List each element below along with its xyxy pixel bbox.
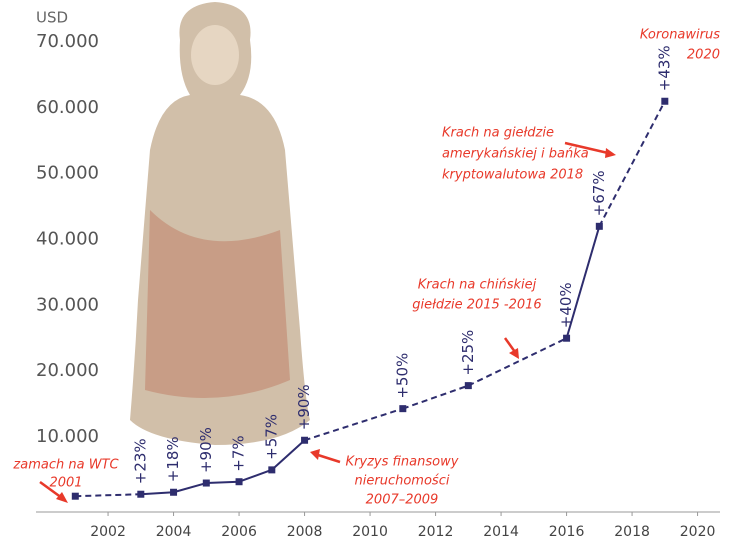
data-point [301, 437, 308, 444]
data-point [563, 335, 570, 342]
line-segment [599, 101, 665, 226]
data-point [137, 491, 144, 498]
annotation: kryptowalutowa 2018 [442, 168, 583, 183]
line-segment [206, 482, 239, 483]
growth-label: +18% [164, 436, 182, 482]
y-tick-label: 20.000 [36, 360, 99, 381]
data-point [268, 466, 275, 473]
y-tick-label: 30.000 [36, 294, 99, 315]
y-tick-label: 10.000 [36, 426, 99, 447]
annotation: Krach na giełdzie [442, 126, 554, 141]
x-tick-label: 2014 [483, 524, 519, 540]
annotation: zamach na WTC [12, 458, 119, 473]
data-point [170, 489, 177, 496]
line-segment [174, 483, 207, 492]
growth-label: +40% [557, 282, 575, 328]
growth-label: +57% [262, 414, 280, 460]
x-tick-label: 2006 [221, 524, 257, 540]
annotation: Koronawirus [640, 28, 720, 43]
growth-label: +50% [393, 353, 411, 399]
annotation: 2001 [49, 476, 82, 491]
x-tick-label: 2020 [680, 524, 716, 540]
y-tick-label: 50.000 [36, 163, 99, 184]
growth-label: +90% [197, 427, 215, 473]
annotation: nieruchomości [355, 474, 450, 489]
data-point [661, 98, 668, 105]
x-tick-label: 2008 [287, 524, 323, 540]
figurine-illustration [130, 2, 310, 445]
x-tick-label: 2010 [352, 524, 388, 540]
annotation: giełdzie 2015 -2016 [412, 298, 541, 313]
x-tick-label: 2004 [156, 524, 192, 540]
data-point [72, 493, 79, 500]
growth-label: +25% [459, 330, 477, 376]
y-tick-label: 40.000 [36, 228, 99, 249]
x-tick-label: 2012 [418, 524, 454, 540]
data-point [236, 478, 243, 485]
line-segment [75, 494, 141, 496]
y-unit-label: USD [36, 9, 68, 27]
y-tick-label: 60.000 [36, 97, 99, 118]
x-tick-label: 2018 [614, 524, 650, 540]
x-tick-label: 2016 [549, 524, 585, 540]
line-segment [305, 409, 403, 441]
annotation: 2007–2009 [366, 493, 439, 508]
data-point [399, 405, 406, 412]
annotation: amerykańskiej i bańka [442, 147, 589, 162]
data-point [465, 382, 472, 389]
annotation: Krach na chińskiej [418, 278, 537, 293]
growth-label: +67% [590, 170, 608, 216]
y-tick-label: 70.000 [36, 31, 99, 52]
line-segment [403, 386, 469, 409]
chart: USD 10.000 20.000 30.000 40.000 50.000 60.000… [0, 0, 736, 543]
data-point [596, 223, 603, 230]
growth-label: +23% [131, 438, 149, 484]
growth-label: +7% [230, 435, 248, 471]
growth-label: +43% [655, 45, 673, 91]
arrows [40, 143, 616, 503]
annotation: Kryzys finansowy [346, 455, 459, 470]
annotation: 2020 [687, 48, 720, 63]
growth-label: +90% [295, 384, 313, 430]
data-point [203, 480, 210, 487]
x-tick-label: 2002 [90, 524, 126, 540]
line-segment [141, 492, 174, 494]
line-segment [468, 338, 566, 385]
